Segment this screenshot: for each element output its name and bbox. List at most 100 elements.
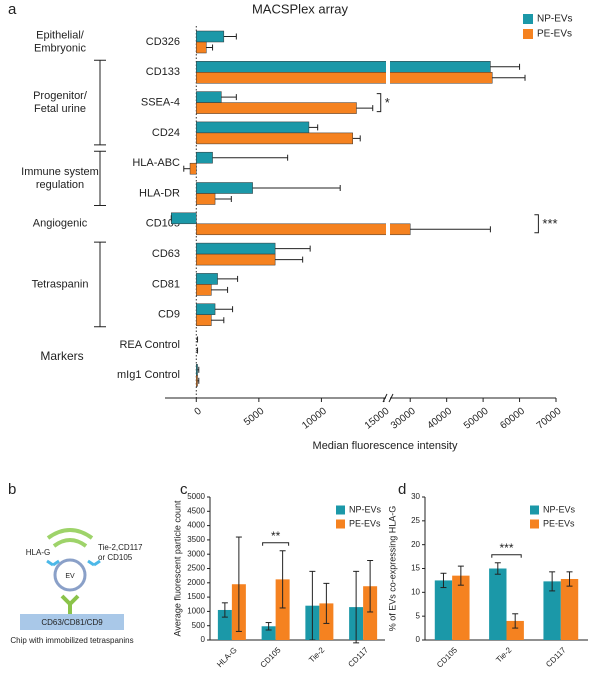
significance-bracket [491,554,522,558]
bar [196,121,310,134]
bar [560,578,579,640]
bar [196,61,491,73]
y-tick-label: 2500 [187,564,205,573]
y-axis-title: Markers [40,349,83,363]
signal-arc [52,538,88,548]
category-label: CD105 [259,645,283,669]
bar [543,581,561,640]
bar [196,132,353,145]
significance-label: *** [542,216,557,231]
bar [275,579,290,640]
category-label: HLA-DR [139,187,180,199]
category-label: CD117 [544,645,568,669]
group-bracket [94,59,106,146]
category-label: CD81 [152,278,180,290]
caption: Chip with immobilized tetraspanins [10,636,133,645]
bar [196,193,216,205]
panel-label: a [8,1,17,18]
bar [261,626,276,640]
chart-title: MACSPlex array [252,1,349,16]
x-tick-label: 70000 [535,406,564,432]
significance-label: *** [499,541,513,555]
category-label: CD117 [346,645,370,669]
group-bracket [94,150,106,206]
legend-label: PE-EVs [349,518,381,528]
group-label: regulation [36,179,84,191]
significance-label: ** [271,529,281,543]
y-tick-label: 0 [201,635,206,644]
y-tick-label: 30 [411,492,420,501]
y-axis-title: Average fluorescent particle count [172,500,182,636]
bar [196,273,218,285]
legend-label: NP-EVs [349,504,382,514]
vesicle [53,558,87,592]
x-tick-label: 60000 [498,406,527,432]
category-label: CD63 [152,248,180,260]
bar [196,41,207,54]
x-tick-label: 10000 [300,406,329,432]
legend-swatch [523,29,533,39]
bar [196,102,357,114]
bar [196,223,411,236]
vesicle-label: EV [65,573,75,580]
bar [452,575,470,640]
legend-swatch [523,14,533,24]
group-label: Embryonic [34,42,86,54]
legend-label: PE-EVs [543,518,575,528]
bar [363,586,378,640]
group-label: Progenitor/ [33,90,88,102]
y-tick-label: 3000 [187,549,205,558]
y-tick-label: 3500 [187,535,205,544]
legend-label: NP-EVs [543,504,576,514]
category-label: HLA-G [215,646,239,670]
significance-bracket [534,214,539,234]
bar [196,91,222,103]
bar [196,253,276,266]
category-label: CD133 [146,66,180,78]
x-tick-label: 15000 [363,406,392,432]
axis-break [386,24,390,404]
bar [196,151,213,164]
bar [171,212,197,225]
group-label: Fetal urine [34,103,86,115]
legend-swatch [530,519,539,529]
antibody [87,559,101,567]
category-label: Tie-2 [494,645,513,664]
legend-swatch [336,505,345,515]
y-tick-label: 2000 [187,578,205,587]
group-label: Tetraspanin [32,278,89,290]
y-axis-title: % of EVs co-expressing HLA-G [387,506,397,632]
chip [20,614,124,630]
x-tick-label: 30000 [389,406,418,432]
x-tick-label: 50000 [462,406,491,432]
category-label: mIg1 Control [117,369,180,381]
bar [196,364,198,376]
y-tick-label: 10 [411,587,420,596]
category-label: CD326 [146,36,180,48]
significance-label: * [385,95,390,110]
category-label: SSEA-4 [141,97,180,109]
significance-bracket [262,542,290,546]
bar [196,182,253,194]
bar [196,72,493,84]
bar [189,162,197,175]
panel-label: b [8,481,16,498]
y-tick-label: 4000 [187,521,205,530]
y-tick-label: 1500 [187,592,205,601]
receptor-label: or CD105 [98,553,133,562]
group-bracket [94,241,106,328]
assay-diagram: HLA-G Tie-2,CD117 or CD105 EV CD63/CD81/… [10,528,143,645]
x-axis-title: Median fluorescence intensity [313,440,458,452]
y-tick-label: 25 [411,516,420,525]
bar [217,609,232,640]
bar [489,568,507,640]
category-label: REA Control [119,339,180,351]
bar [506,620,524,640]
antibody [46,559,60,567]
legend-label: NP-EVs [537,14,573,25]
category-label: Tie-2 [307,645,326,664]
bar [434,580,453,640]
panel-label: c [180,481,188,498]
bar [196,303,216,315]
